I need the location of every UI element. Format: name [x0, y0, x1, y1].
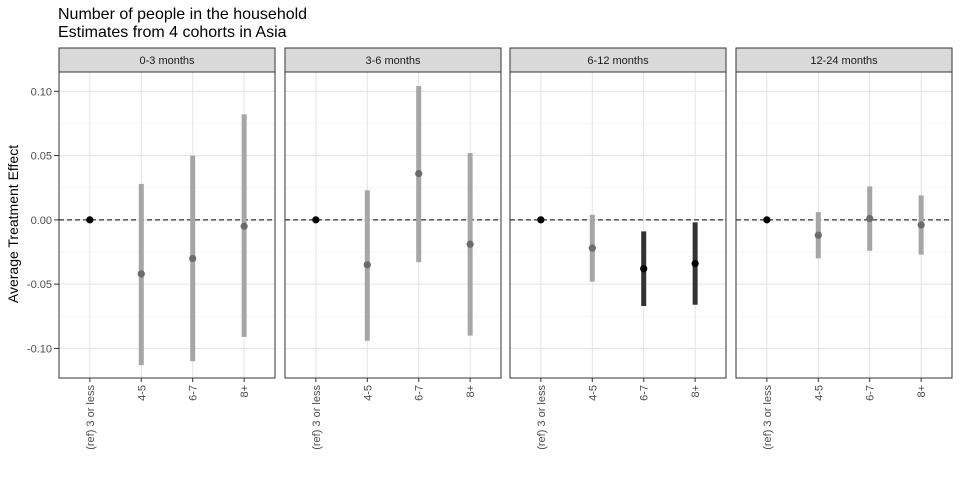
facet-strip-label: 12-24 months [810, 55, 878, 67]
facet-panel: 3-6 months (ref) 3 or less 4-5 6-7 8+ [284, 47, 502, 450]
y-tick-label: -0.10 [27, 343, 52, 355]
y-tick-label: 0.10 [31, 86, 52, 98]
facet-panel: 0-3 months (ref) 3 or less 4-5 6-7 8+ [58, 47, 276, 450]
y-tick-label: -0.05 [27, 279, 52, 291]
facet-panel: 12-24 months (ref) 3 or less 4-5 6-7 8+ [735, 47, 953, 450]
panel-border [509, 71, 727, 379]
estimate-point [189, 254, 197, 263]
x-tick-label: 6-7 [639, 385, 651, 401]
y-tick-label: 0.00 [31, 215, 52, 227]
estimate-point [640, 265, 648, 273]
chart-subtitle: Estimates from 4 cohorts in Asia [58, 24, 287, 41]
x-tick-label: 6-7 [414, 385, 426, 401]
x-tick-label: 4-5 [136, 385, 148, 401]
estimate-point [763, 216, 771, 224]
x-tick-label: 4-5 [813, 385, 825, 401]
estimate-point [866, 214, 874, 223]
estimate-point [86, 216, 94, 224]
estimate-point [917, 221, 925, 229]
facet-strip [735, 47, 953, 73]
x-tick-label: (ref) 3 or less [762, 385, 774, 450]
estimate-point [814, 231, 822, 239]
estimate-point [240, 222, 248, 230]
estimate-point [588, 244, 596, 252]
x-tick-label: 4-5 [587, 385, 599, 401]
estimate-point [363, 261, 371, 269]
x-tick-label: (ref) 3 or less [311, 385, 323, 450]
estimate-point [312, 216, 320, 224]
panel-background [736, 72, 952, 378]
facet-panel: 6-12 months (ref) 3 or less 4-5 6-7 8+ [509, 47, 727, 450]
panel-background [59, 72, 275, 378]
chart-title: Number of people in the household [58, 6, 308, 23]
panel-background [285, 72, 501, 378]
panel-border [735, 71, 953, 379]
facet-strip-label: 0-3 months [139, 55, 195, 67]
x-tick-label: (ref) 3 or less [536, 385, 548, 450]
x-tick-label: 6-7 [865, 385, 877, 401]
facet-strip-label: 3-6 months [365, 55, 421, 67]
x-tick-label: (ref) 3 or less [85, 385, 97, 450]
x-tick-label: 8+ [690, 385, 702, 398]
y-axis-label: Average Treatment Effect [5, 145, 21, 303]
facet-strip-label: 6-12 months [587, 55, 649, 67]
x-tick-label: 8+ [465, 385, 477, 398]
estimate-point [466, 240, 474, 248]
x-tick-label: 8+ [916, 385, 928, 398]
y-tick-label: 0.05 [31, 151, 52, 163]
facet-strip [509, 47, 727, 73]
x-tick-label: 8+ [239, 385, 251, 398]
panel-background [510, 72, 726, 378]
x-tick-label: 4-5 [362, 385, 374, 401]
panel-border [58, 71, 276, 379]
x-tick-label: 6-7 [188, 385, 200, 401]
facet-strip [284, 47, 502, 73]
estimate-point [537, 216, 545, 224]
estimate-point [137, 270, 145, 278]
panel-border [284, 71, 502, 379]
estimate-point [691, 259, 699, 268]
estimate-point [415, 169, 423, 178]
